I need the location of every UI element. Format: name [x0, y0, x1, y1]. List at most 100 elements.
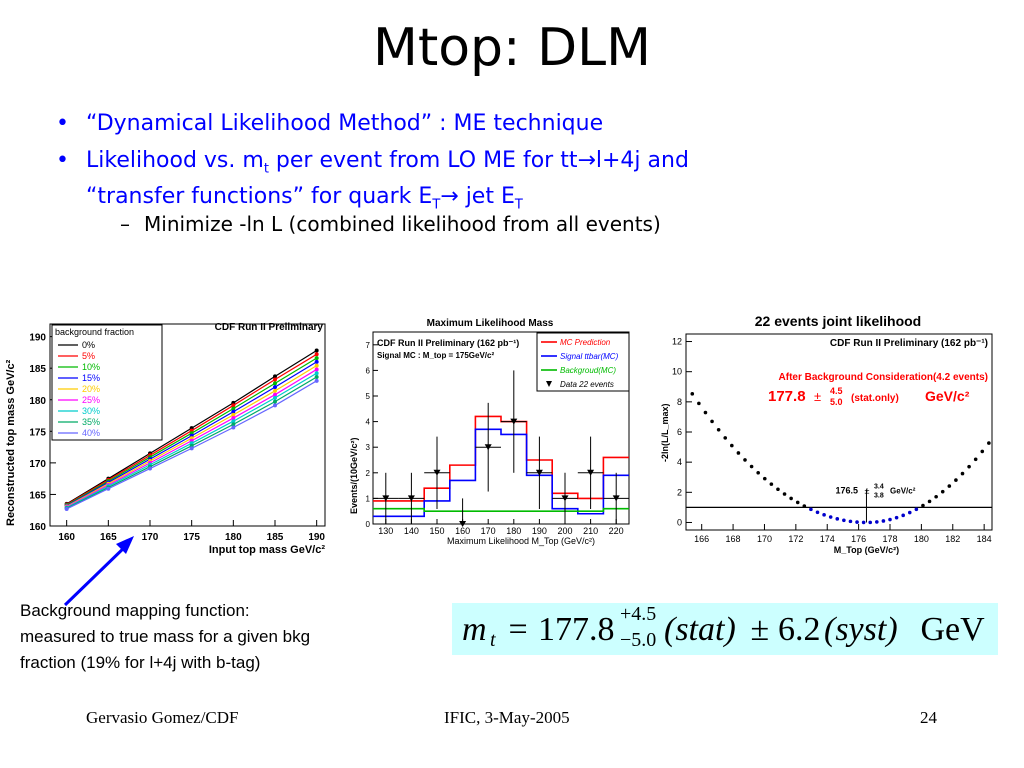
legend-entry: 5%	[82, 351, 95, 361]
fit-pm: ±	[865, 485, 870, 495]
x-tick-label: 180	[914, 534, 929, 544]
likelihood-point	[716, 428, 721, 432]
data-point	[459, 521, 467, 527]
formula-syst-value: 6.2	[778, 611, 821, 648]
legend-entry: 20%	[82, 384, 100, 394]
pointer-arrow-icon	[63, 536, 134, 607]
x-tick-label: 174	[820, 534, 835, 544]
likelihood-point	[789, 496, 793, 501]
x-tick-label: 140	[404, 526, 419, 536]
series-point	[273, 399, 277, 404]
y-tick-label: 185	[29, 364, 46, 375]
footer-page-number: 24	[920, 708, 937, 727]
series-point	[314, 348, 319, 353]
y-axis-label: Reconstructed top mass GeV/c²	[5, 359, 17, 526]
likelihood-point	[782, 492, 787, 496]
data-point	[407, 495, 415, 502]
series-point	[148, 466, 152, 471]
legend-entry: 35%	[82, 417, 100, 427]
likelihood-point	[888, 517, 892, 522]
series-point	[231, 416, 236, 421]
chart-header: CDF Run II Preliminary (162 pb⁻¹)	[377, 338, 519, 348]
x-axis-label: Maximum Likelihood M_Top (GeV/c²)	[447, 536, 595, 546]
likelihood-point	[980, 449, 985, 454]
likelihood-point	[756, 470, 760, 475]
chart-header: CDF Run II Preliminary (162 pb⁻¹)	[830, 338, 988, 349]
bullet-2-text-c: l+4j and	[595, 148, 689, 173]
annotation-stat: (stat.only)	[851, 393, 899, 404]
likelihood-point	[894, 515, 899, 520]
caption-line-1: Background mapping function:	[20, 601, 250, 620]
likelihood-point	[809, 507, 813, 512]
legend-entry: 25%	[82, 395, 100, 405]
legend-entry: 40%	[82, 428, 100, 438]
x-tick-label: 190	[532, 526, 547, 536]
y-tick-label: 190	[29, 333, 46, 344]
data-point	[382, 495, 390, 502]
bullet-2-line2-sub1: T	[432, 197, 441, 213]
series-point	[314, 375, 319, 380]
likelihood-point	[730, 443, 734, 448]
x-tick-label: 180	[225, 532, 242, 543]
likelihood-point	[907, 510, 912, 515]
data-point	[433, 469, 441, 476]
likelihood-point	[795, 500, 800, 505]
bullet-2-text-a: Likelihood vs. m	[86, 148, 264, 173]
series-point	[273, 403, 277, 408]
series-point	[273, 388, 277, 393]
x-tick-label: 185	[267, 532, 284, 543]
formula-sub: t	[490, 629, 496, 651]
formula-syst: (syst)	[824, 611, 898, 648]
likelihood-point	[710, 419, 714, 424]
annotation-down: 5.0	[830, 397, 843, 407]
likelihood-point	[901, 513, 905, 518]
formula-unit: GeV	[912, 611, 985, 648]
formula-m: m	[462, 611, 487, 648]
likelihood-point	[769, 482, 774, 486]
x-tick-label: 200	[557, 526, 572, 536]
annotation-pm: ±	[814, 389, 821, 404]
arrow-icon: →	[440, 184, 459, 210]
x-tick-label: 178	[882, 534, 897, 544]
y-axis-label: -2ln(L/L_max)	[660, 403, 670, 462]
data-point	[587, 469, 595, 476]
y-tick-label: 2	[366, 469, 371, 478]
x-tick-label: 166	[694, 534, 709, 544]
y-tick-label: 8	[677, 397, 682, 407]
x-tick-label: 170	[142, 532, 159, 543]
chart-max-likelihood-mass: Maximum Likelihood Mass CDF Run II Prelim…	[345, 314, 635, 554]
y-tick-label: 3	[366, 443, 371, 452]
likelihood-point	[947, 484, 952, 488]
series-point	[314, 363, 319, 368]
y-tick-label: 2	[677, 487, 682, 497]
sub-bullet: – Minimize -ln L (combined likelihood fro…	[120, 212, 661, 236]
chart-mapping-function: CDF Run II Preliminary 160 165 170 175 180 185…	[0, 302, 335, 560]
likelihood-point	[743, 458, 747, 462]
y-tick-label: 0	[677, 517, 682, 527]
y-tick-label: 10	[672, 367, 682, 377]
likelihood-point	[848, 519, 853, 524]
x-tick-label: 170	[757, 534, 772, 544]
x-tick-label: 190	[308, 532, 325, 543]
likelihood-point	[934, 494, 938, 499]
slide-title: Mtop: DLM	[372, 18, 651, 78]
likelihood-point	[921, 503, 925, 508]
data-point	[612, 495, 620, 502]
likelihood-point	[973, 457, 978, 462]
x-tick-label: 150	[429, 526, 444, 536]
likelihood-point	[868, 520, 873, 525]
x-tick-label: 176	[851, 534, 866, 544]
likelihood-point	[802, 504, 807, 508]
series-point	[273, 392, 277, 397]
series-point	[273, 385, 277, 390]
bullet-2-line2-sub2: T	[514, 197, 523, 213]
series-point	[231, 409, 236, 414]
y-tick-label: 0	[366, 520, 371, 529]
caption: Background mapping function: measured to…	[20, 598, 310, 676]
y-tick-label: 12	[672, 337, 682, 347]
footer-author: Gervasio Gomez/CDF	[86, 708, 239, 727]
y-axis-label: Events/(10GeV/c²)	[349, 437, 359, 514]
sub-bullet-text: Minimize -ln L (combined likelihood from…	[144, 212, 661, 236]
series-point	[231, 406, 236, 411]
likelihood-point	[954, 478, 958, 482]
